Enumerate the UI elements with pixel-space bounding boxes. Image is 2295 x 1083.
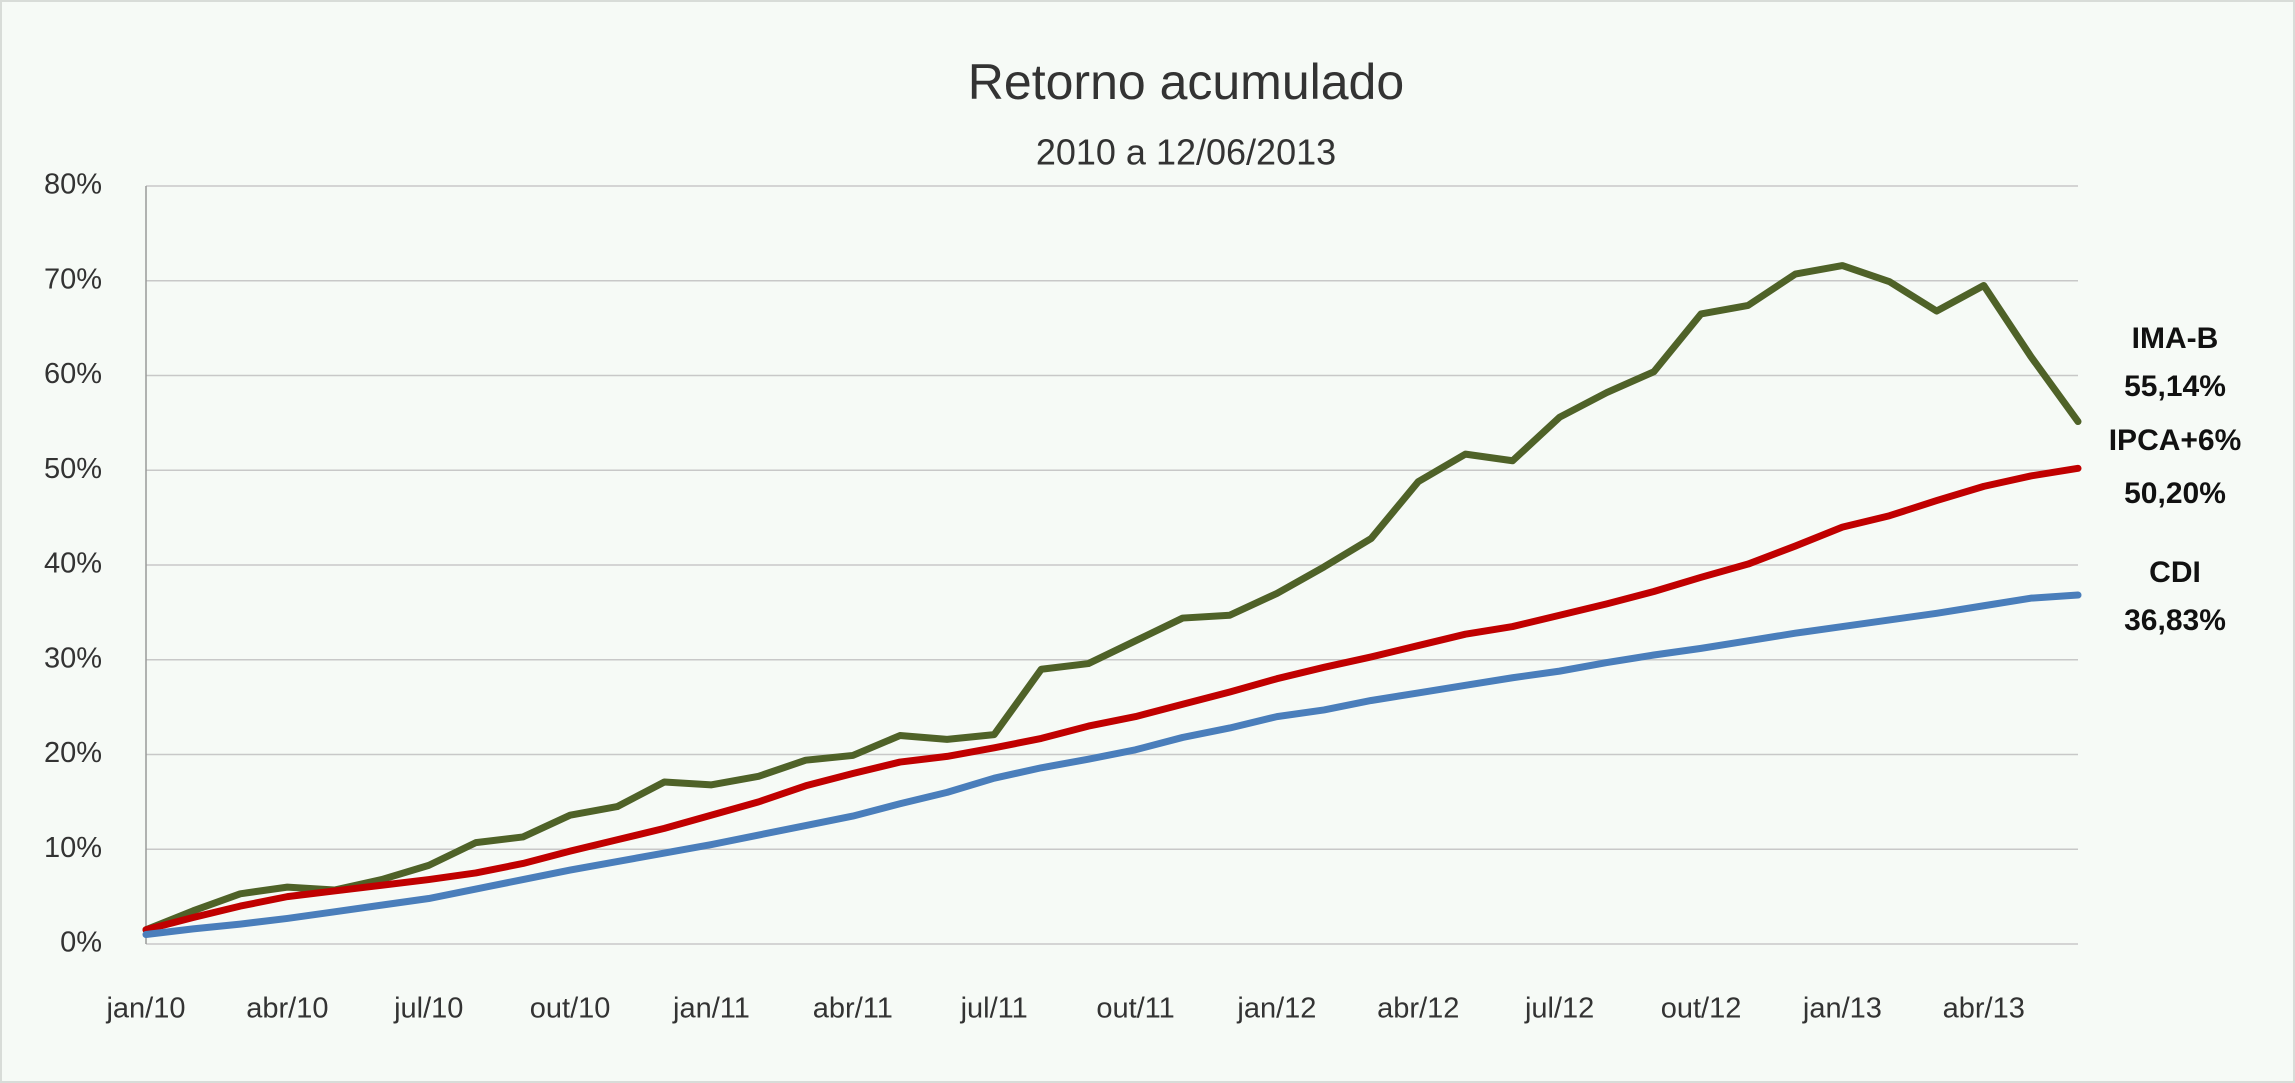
legend-label: CDI xyxy=(2149,556,2201,589)
value-label: 36,83% xyxy=(2124,604,2226,637)
x-tick-label: jul/12 xyxy=(1524,993,1594,1025)
x-tick-label: out/12 xyxy=(1661,993,1742,1025)
y-tick-label: 0% xyxy=(60,927,102,959)
x-tick-label: abr/10 xyxy=(246,993,328,1025)
y-tick-label: 80% xyxy=(44,169,102,201)
x-tick-label: jan/13 xyxy=(1802,993,1882,1025)
x-tick-label: jan/12 xyxy=(1236,993,1316,1025)
y-tick-label: 40% xyxy=(44,548,102,580)
y-tick-label: 30% xyxy=(44,642,102,674)
value-label: 55,14% xyxy=(2124,370,2226,403)
y-tick-label: 20% xyxy=(44,737,102,769)
legend-label: IMA-B xyxy=(2132,322,2219,355)
chart-title: Retorno acumulado xyxy=(968,54,1404,110)
x-tick-label: jan/10 xyxy=(105,993,185,1025)
series-line xyxy=(142,262,2082,934)
y-tick-label: 10% xyxy=(44,832,102,864)
x-tick-label: jul/10 xyxy=(393,993,463,1025)
x-tick-label: out/11 xyxy=(1096,993,1174,1025)
x-tick-label: jan/11 xyxy=(672,993,750,1025)
series-line xyxy=(142,464,2082,934)
x-tick-label: jul/11 xyxy=(960,993,1028,1025)
y-tick-label: 70% xyxy=(44,263,102,295)
x-tick-label: abr/11 xyxy=(813,993,893,1025)
y-tick-label: 50% xyxy=(44,453,102,485)
x-tick-label: out/10 xyxy=(530,993,611,1025)
x-tick-label: abr/13 xyxy=(1943,993,2025,1025)
x-tick-label: abr/12 xyxy=(1377,993,1459,1025)
legend-label: IPCA+6% xyxy=(2109,424,2242,457)
chart-subtitle: 2010 a 12/06/2013 xyxy=(1036,132,1336,173)
value-label: 50,20% xyxy=(2124,477,2226,510)
series-line xyxy=(142,591,2082,939)
y-tick-label: 60% xyxy=(44,358,102,390)
